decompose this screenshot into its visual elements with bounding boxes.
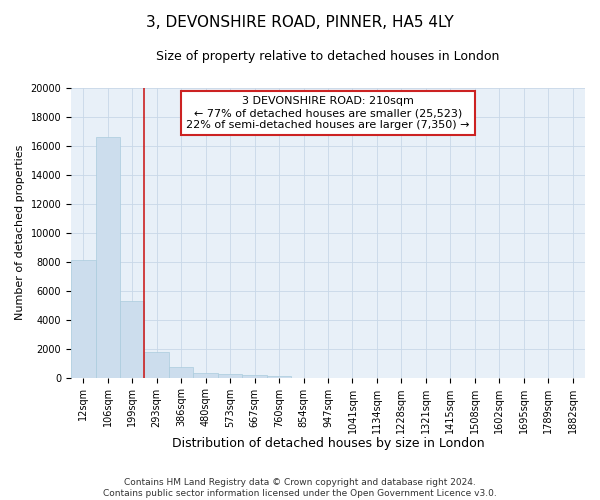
Bar — [120, 301, 145, 378]
Text: 3, DEVONSHIRE ROAD, PINNER, HA5 4LY: 3, DEVONSHIRE ROAD, PINNER, HA5 4LY — [146, 15, 454, 30]
Bar — [218, 374, 242, 378]
Text: 3 DEVONSHIRE ROAD: 210sqm
← 77% of detached houses are smaller (25,523)
22% of s: 3 DEVONSHIRE ROAD: 210sqm ← 77% of detac… — [186, 96, 470, 130]
Text: Contains HM Land Registry data © Crown copyright and database right 2024.
Contai: Contains HM Land Registry data © Crown c… — [103, 478, 497, 498]
Bar — [95, 137, 120, 378]
Bar — [71, 260, 95, 378]
Bar — [145, 352, 169, 378]
Bar — [193, 374, 218, 378]
Bar — [267, 376, 292, 378]
X-axis label: Distribution of detached houses by size in London: Distribution of detached houses by size … — [172, 437, 484, 450]
Y-axis label: Number of detached properties: Number of detached properties — [15, 145, 25, 320]
Title: Size of property relative to detached houses in London: Size of property relative to detached ho… — [157, 50, 500, 63]
Bar — [169, 366, 193, 378]
Bar — [242, 376, 267, 378]
